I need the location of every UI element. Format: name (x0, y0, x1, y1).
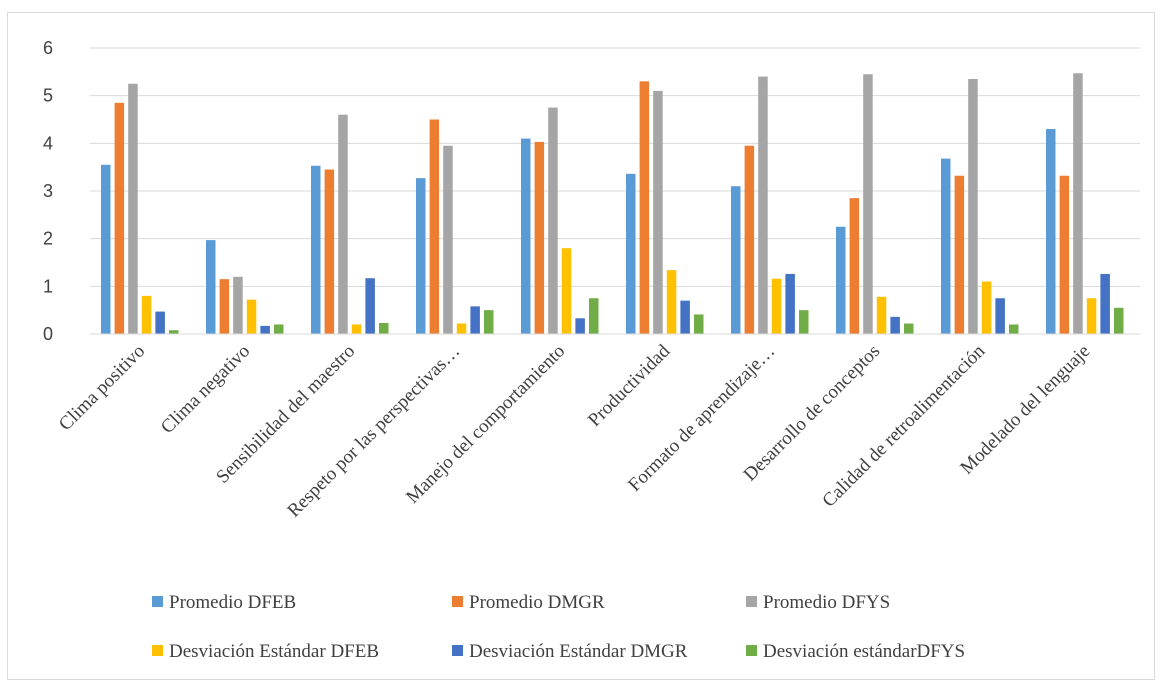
bar (365, 278, 375, 334)
legend-label: Desviación Estándar DMGR (469, 641, 688, 662)
bar (849, 198, 860, 334)
y-tick-label: 2 (43, 229, 53, 249)
bar (101, 164, 111, 334)
gridlines (90, 47, 1140, 287)
bar (219, 279, 230, 334)
bar (260, 325, 270, 334)
bar (941, 158, 951, 334)
bar (1100, 273, 1110, 334)
bar (694, 314, 704, 334)
legend-label: Promedio DFYS (763, 592, 890, 613)
bar (589, 298, 599, 334)
legend-swatch (452, 645, 463, 656)
y-tick-label: 1 (43, 276, 53, 296)
y-tick-label: 6 (43, 38, 53, 58)
bar (904, 323, 914, 334)
bar (1114, 307, 1124, 334)
bar (626, 173, 636, 334)
bar (771, 278, 782, 334)
bars (101, 73, 1124, 335)
bar (1059, 175, 1070, 334)
bar (128, 83, 138, 334)
bar (206, 240, 216, 334)
legend-label: Promedio DMGR (469, 592, 605, 613)
bar (836, 226, 846, 334)
bar (666, 270, 677, 334)
bar (351, 324, 362, 334)
bar (639, 81, 650, 334)
bar (470, 306, 480, 334)
bar (456, 323, 467, 334)
bar (534, 141, 545, 334)
x-category-label: Respeto por las perspectivas… (283, 341, 464, 522)
y-axis-ticks: 0 1 2 3 4 5 6 (43, 38, 53, 344)
legend-label: Promedio DFEB (169, 592, 296, 613)
legend-label: Desviación estándarDFYS (763, 641, 965, 662)
x-category-label: Productividad (584, 340, 675, 431)
bar (890, 316, 900, 334)
y-tick-label: 3 (43, 181, 53, 201)
bar (311, 165, 321, 334)
bar (575, 318, 585, 334)
bar (731, 186, 741, 334)
bar (744, 145, 755, 334)
bar (799, 310, 809, 334)
bar (680, 300, 690, 334)
bar (233, 276, 243, 334)
bar (1009, 324, 1019, 334)
bar (246, 299, 257, 334)
y-tick-label: 5 (43, 86, 53, 106)
bar (758, 76, 768, 334)
bar (443, 145, 453, 334)
bar (561, 248, 572, 334)
chart-frame (7, 12, 1155, 680)
legend-swatch (452, 596, 463, 607)
bar (274, 324, 284, 334)
legend: Promedio DFEB Promedio DMGR Promedio DFYS D… (152, 592, 965, 662)
x-category-label: Clima positivo (55, 341, 149, 435)
bar (548, 107, 558, 334)
bar (1086, 298, 1097, 334)
bar (324, 169, 335, 334)
bar (863, 74, 873, 334)
bar (1046, 129, 1056, 334)
bar (981, 281, 992, 334)
bar (653, 90, 663, 335)
legend-swatch (746, 596, 757, 607)
legend-label: Desviación Estándar DFEB (169, 641, 379, 662)
bar (338, 114, 348, 334)
bar (155, 311, 165, 334)
bar (995, 298, 1005, 334)
bar (416, 178, 426, 334)
y-tick-label: 0 (43, 324, 53, 344)
legend-swatch (152, 596, 163, 607)
bar (521, 138, 531, 334)
bar (379, 323, 389, 334)
x-category-label: Clima negativo (157, 341, 254, 438)
category-labels: Clima positivo Clima negativoSensibilidad… (55, 340, 1094, 521)
bar (484, 310, 494, 334)
legend-swatch (152, 645, 163, 656)
bar (876, 296, 887, 334)
bar (968, 78, 978, 334)
bar (954, 175, 965, 334)
bar (429, 119, 440, 334)
bar (114, 102, 125, 334)
legend-swatch (746, 645, 757, 656)
bar (1073, 73, 1083, 334)
bar (169, 330, 179, 334)
bar (785, 273, 795, 334)
y-tick-label: 4 (43, 133, 53, 153)
bar (141, 295, 152, 334)
